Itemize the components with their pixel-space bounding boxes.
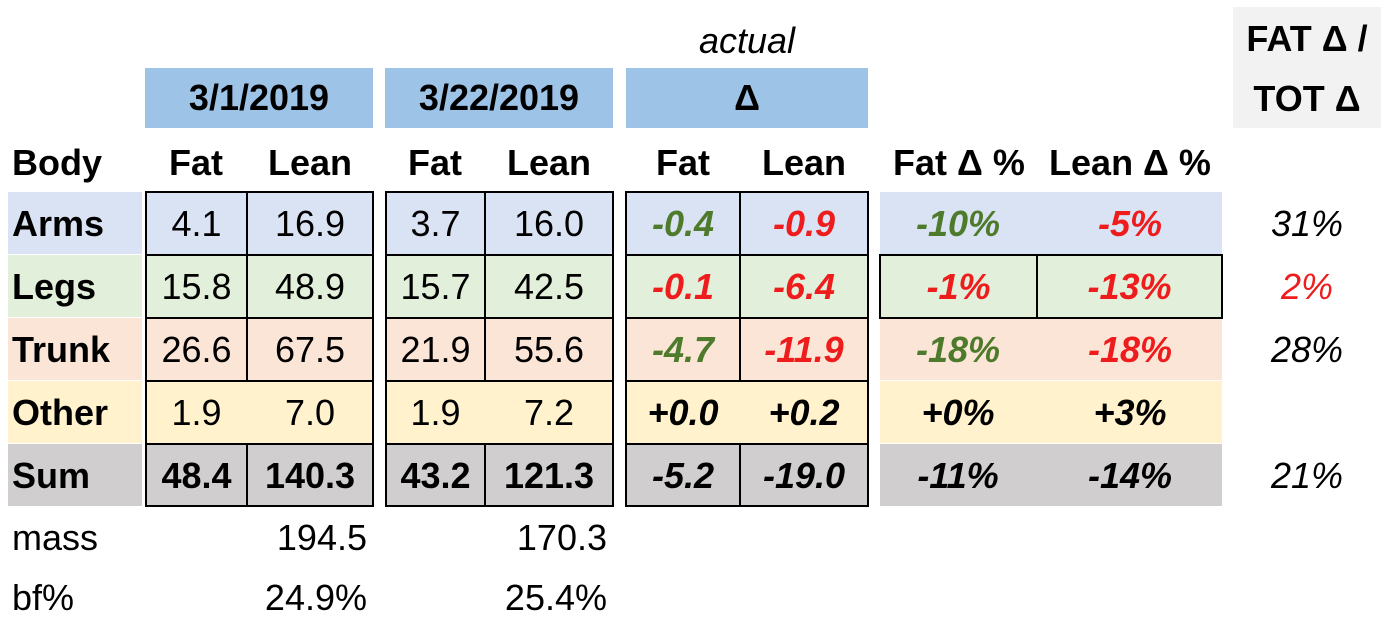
- other-lean1: 7.0: [284, 392, 336, 433]
- delta-hline-1: [625, 254, 869, 256]
- legs-lean2: 42.5: [513, 266, 585, 307]
- other-leanpct: +3%: [1093, 392, 1167, 433]
- other-fat2: 1.9: [410, 392, 461, 433]
- other-fatd: +0.0: [647, 392, 719, 433]
- pct-legs-border: [879, 254, 1223, 319]
- trunk-fat1: 26.6: [161, 329, 232, 370]
- mass-label: mass: [12, 517, 99, 558]
- actual-label: actual: [698, 20, 796, 61]
- other-leand: +0.2: [768, 392, 840, 433]
- fat-tot-header-line1: FAT Δ /: [1246, 18, 1368, 59]
- legs-fatpct: -1%: [926, 266, 991, 307]
- col-fatd: Fat: [656, 142, 710, 183]
- arms-fatpct: -10%: [915, 203, 1001, 244]
- delta-border: [625, 191, 869, 507]
- col-fat2: Fat: [408, 142, 462, 183]
- delta-hline-3: [625, 380, 869, 382]
- other-lean2: 7.2: [523, 392, 575, 433]
- bf-value-2: 25.4%: [504, 577, 607, 618]
- gap-1: [142, 192, 145, 506]
- other-fatpct: +0%: [921, 392, 995, 433]
- mass-value-1: 194.5: [276, 517, 367, 558]
- date2-vline: [484, 191, 486, 507]
- col-body: Body: [12, 142, 102, 183]
- bf-value-1: 24.9%: [264, 577, 367, 618]
- row-label-trunk: Trunk: [12, 329, 111, 370]
- date1-header: 3/1/2019: [145, 68, 373, 128]
- gap-2: [373, 192, 385, 506]
- arms-fat1: 4.1: [171, 203, 222, 244]
- trunk-ratio: 28%: [1270, 329, 1344, 370]
- arms-ratio: 31%: [1270, 203, 1344, 244]
- date2-hline-1: [385, 254, 614, 256]
- trunk-fatpct: -18%: [915, 329, 1001, 370]
- sum-fatd: -5.2: [651, 455, 715, 496]
- date2-hline-3: [385, 380, 614, 382]
- date1-vline: [246, 191, 248, 507]
- col-lean2: Lean: [506, 142, 592, 183]
- row-label-sum: Sum: [12, 455, 91, 496]
- arms-leanpct: -5%: [1097, 203, 1163, 244]
- legs-fatd: -0.1: [651, 266, 715, 307]
- date2-hline-4: [385, 443, 614, 445]
- mass-value-2: 170.3: [516, 517, 607, 558]
- other-fat1: 1.9: [171, 392, 222, 433]
- date1-hline-2: [145, 317, 374, 319]
- sum-fat1: 48.4: [161, 455, 232, 496]
- legs-leand: -6.4: [772, 266, 836, 307]
- sum-fat2: 43.2: [400, 455, 471, 496]
- sum-fatpct: -11%: [917, 455, 999, 496]
- date1-hline-3: [145, 380, 374, 382]
- trunk-lean2: 55.6: [513, 329, 585, 370]
- gap-3: [613, 192, 626, 506]
- gap-4: [868, 192, 880, 506]
- arms-fatd: -0.4: [651, 203, 715, 244]
- delta-header: Δ: [626, 68, 868, 128]
- delta-hline-2: [625, 317, 869, 319]
- arms-lean1: 16.9: [274, 203, 346, 244]
- date2-border: [385, 191, 614, 507]
- pct-legs-vline: [1036, 254, 1038, 319]
- delta-vline: [739, 191, 741, 507]
- sum-leand: -19.0: [762, 455, 846, 496]
- sum-ratio: 21%: [1270, 455, 1344, 496]
- date1-hline-4: [145, 443, 374, 445]
- bf-label: bf%: [12, 577, 75, 618]
- date1-border: [145, 191, 374, 507]
- legs-fat1: 15.8: [161, 266, 232, 307]
- col-fatpct: Fat Δ %: [893, 142, 1025, 183]
- date2-hline-2: [385, 317, 614, 319]
- trunk-lean1: 67.5: [274, 329, 346, 370]
- legs-lean1: 48.9: [274, 266, 346, 307]
- date1-other-cover: [147, 382, 372, 443]
- sum-lean1: 140.3: [264, 455, 356, 496]
- legs-fat2: 15.7: [400, 266, 471, 307]
- legs-ratio: 2%: [1280, 266, 1334, 307]
- legs-leanpct: -13%: [1087, 266, 1172, 307]
- sum-lean2: 121.3: [503, 455, 595, 496]
- row-label-arms: Arms: [12, 203, 105, 244]
- arms-fat2: 3.7: [410, 203, 461, 244]
- trunk-leanpct: -18%: [1087, 329, 1173, 370]
- date2-header: 3/22/2019: [385, 68, 613, 128]
- date1-hline-1: [145, 254, 374, 256]
- trunk-fat2: 21.9: [400, 329, 471, 370]
- arms-lean2: 16.0: [513, 203, 585, 244]
- col-lean1: Lean: [267, 142, 353, 183]
- delta-other-cover: [627, 382, 867, 443]
- row-label-other: Other: [12, 392, 109, 433]
- fat-tot-header-line2: TOT Δ: [1253, 78, 1361, 119]
- col-fat1: Fat: [169, 142, 223, 183]
- arms-leand: -0.9: [772, 203, 836, 244]
- date2-other-cover: [387, 382, 612, 443]
- delta-hline-4: [625, 443, 869, 445]
- row-label-legs: Legs: [12, 266, 97, 307]
- col-leanpct: Lean Δ %: [1049, 142, 1211, 183]
- trunk-fatd: -4.7: [651, 329, 715, 370]
- trunk-leand: -11.9: [764, 329, 844, 370]
- fat-tot-header-bg: [1233, 7, 1381, 128]
- col-leand: Lean: [761, 142, 847, 183]
- sum-leanpct: -14%: [1087, 455, 1173, 496]
